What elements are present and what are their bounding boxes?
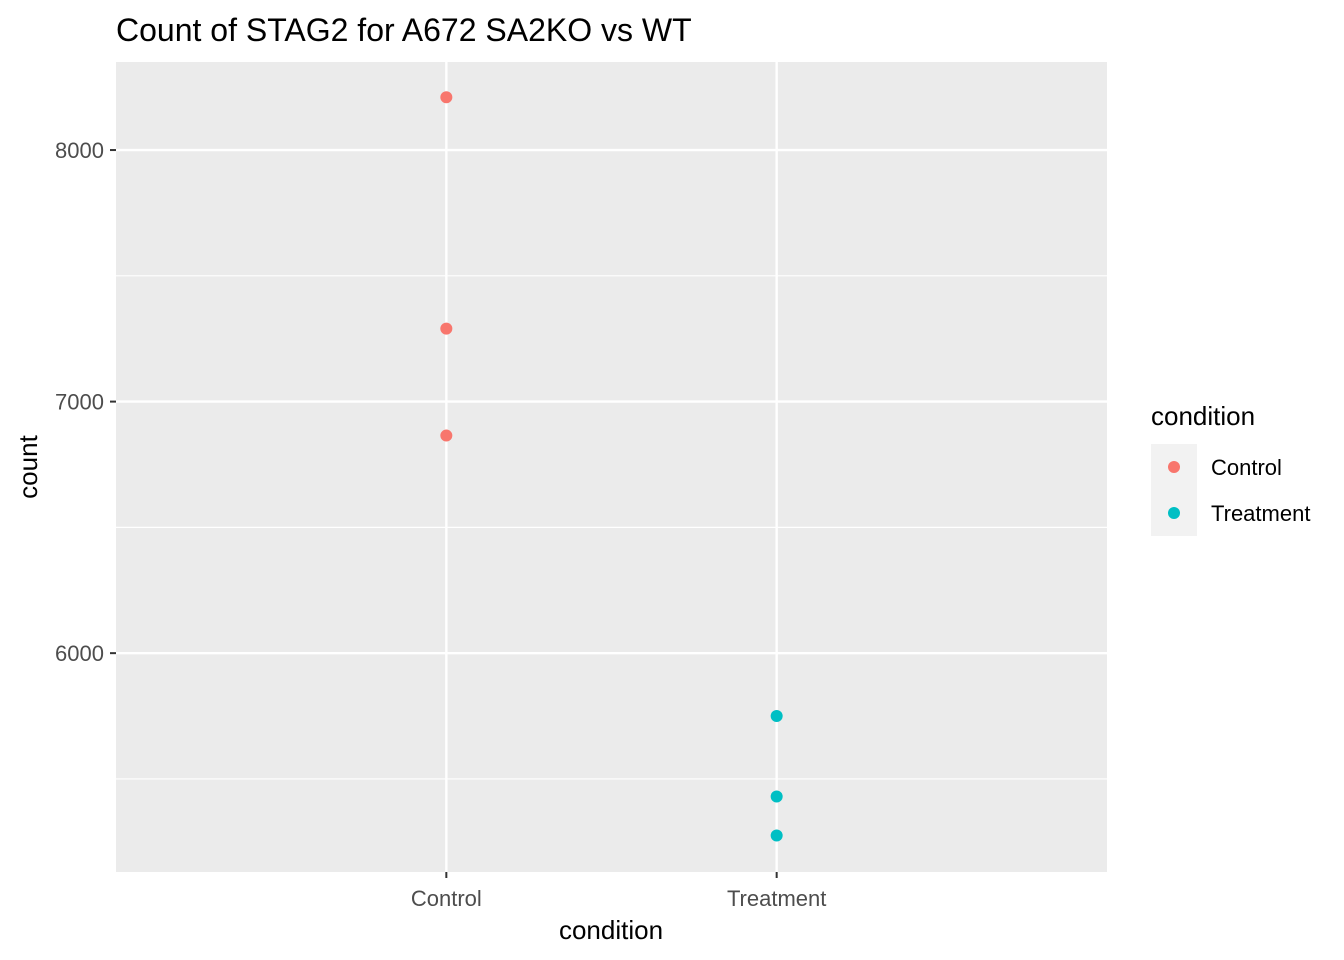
data-point-control (440, 429, 453, 442)
x-axis-ticks: Control Treatment (411, 872, 826, 911)
data-point-control (440, 322, 453, 335)
data-point-control (440, 91, 453, 104)
legend-title: condition (1151, 401, 1255, 431)
x-axis-title: condition (559, 915, 663, 945)
plot-panel (116, 62, 1107, 872)
legend-key-treatment (1168, 507, 1180, 519)
chart-title: Count of STAG2 for A672 SA2KO vs WT (116, 12, 692, 48)
data-points (440, 91, 783, 842)
legend-key-control (1168, 461, 1180, 473)
legend-label: Treatment (1211, 501, 1310, 526)
legend-label: Control (1211, 455, 1282, 480)
y-axis-ticks: 6000 7000 8000 (55, 138, 116, 666)
x-tick-label: Control (411, 886, 482, 911)
legend-entries: Control Treatment (1151, 444, 1310, 536)
x-tick-label: Treatment (727, 886, 826, 911)
data-point-treatment (770, 829, 783, 842)
y-tick-label: 7000 (55, 390, 104, 415)
y-axis-title: count (13, 434, 43, 498)
data-point-treatment (770, 710, 783, 723)
y-tick-label: 6000 (55, 641, 104, 666)
y-tick-label: 8000 (55, 138, 104, 163)
data-point-treatment (770, 790, 783, 803)
minor-gridlines (116, 275, 1107, 780)
legend: condition Control Treatment (1151, 401, 1310, 536)
major-gridlines (116, 62, 1107, 872)
